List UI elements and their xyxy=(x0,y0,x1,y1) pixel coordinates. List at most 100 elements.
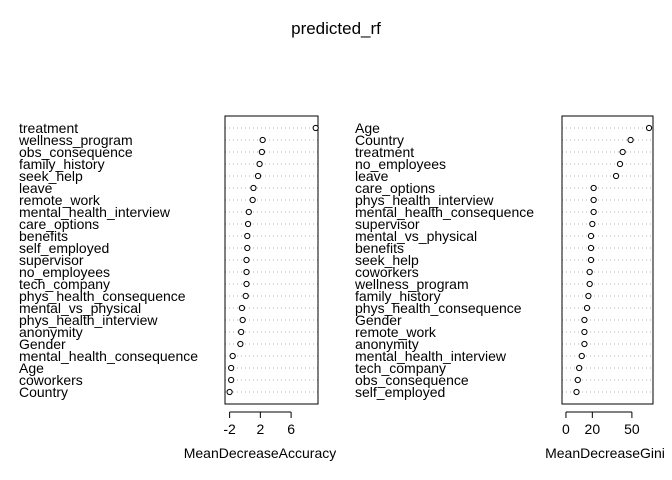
x-axis-label: MeanDecreaseGini xyxy=(545,445,665,461)
data-point xyxy=(244,232,251,240)
data-point xyxy=(254,172,262,180)
category-label: phys_health_consequence xyxy=(355,300,522,316)
category-label: family_history xyxy=(19,156,105,172)
category-label: phys_health_interview xyxy=(19,312,158,328)
category-label: Country xyxy=(19,384,68,400)
panel-mean-decrease-accuracy: treatmentwellness_programobs_consequence… xyxy=(18,115,337,461)
category-label: Gender xyxy=(19,336,66,352)
category-label: phys_health_interview xyxy=(355,192,494,208)
data-point xyxy=(587,256,595,264)
data-point xyxy=(581,340,588,348)
data-point xyxy=(259,136,266,144)
category-label: no_employees xyxy=(355,156,446,172)
category-label: care_options xyxy=(19,216,99,232)
data-point xyxy=(578,352,585,360)
category-label: mental_health_interview xyxy=(355,348,507,364)
category-label: treatment xyxy=(19,120,78,136)
data-point xyxy=(250,184,257,192)
plot-frame xyxy=(224,115,319,405)
category-label: obs_consequence xyxy=(355,372,469,388)
data-point xyxy=(229,352,236,360)
data-point xyxy=(587,244,595,252)
category-label: mental_health_consequence xyxy=(19,348,198,364)
category-label: anonymity xyxy=(19,324,83,340)
x-tick-label: 50 xyxy=(624,421,640,437)
category-label: supervisor xyxy=(355,216,420,232)
category-label: remote_work xyxy=(19,192,101,208)
category-label: coworkers xyxy=(19,372,83,388)
data-point xyxy=(585,292,592,300)
category-label: phys_health_consequence xyxy=(19,288,186,304)
x-tick-label: 20 xyxy=(585,421,601,437)
category-label: seek_help xyxy=(355,252,419,268)
data-point xyxy=(312,124,319,132)
category-label: no_employees xyxy=(19,264,110,280)
data-point xyxy=(243,256,250,264)
data-point xyxy=(619,148,626,156)
category-label: supervisor xyxy=(19,252,84,268)
x-tick-label: 6 xyxy=(287,421,295,437)
data-point xyxy=(583,304,591,312)
data-point xyxy=(586,280,593,288)
chart-title: predicted_rf xyxy=(291,19,381,38)
category-label: benefits xyxy=(19,228,68,244)
data-point xyxy=(574,376,581,384)
x-axis-label: MeanDecreaseAccuracy xyxy=(184,445,337,461)
data-point xyxy=(243,280,250,288)
data-point xyxy=(245,208,252,216)
panel-mean-decrease-gini: AgeCountrytreatmentno_employeesleavecare… xyxy=(354,115,665,461)
data-point xyxy=(586,268,593,276)
data-point xyxy=(590,184,597,192)
category-label: tech_company xyxy=(355,360,446,376)
category-label: Age xyxy=(355,120,380,136)
category-label: self_employed xyxy=(355,384,445,400)
category-label: anonymity xyxy=(355,336,419,352)
category-label: leave xyxy=(19,180,53,196)
category-label: leave xyxy=(355,168,389,184)
x-tick-label: 0 xyxy=(562,421,570,437)
data-point xyxy=(612,172,620,180)
category-label: self_employed xyxy=(19,240,109,256)
data-point xyxy=(573,388,580,396)
category-label: coworkers xyxy=(355,264,419,280)
data-point xyxy=(244,220,252,228)
category-label: wellness_program xyxy=(354,276,469,292)
x-tick-label: -2 xyxy=(223,421,236,437)
data-point xyxy=(243,268,250,276)
data-point xyxy=(590,196,597,204)
data-point xyxy=(616,160,624,168)
data-point xyxy=(237,340,244,348)
category-label: mental_health_interview xyxy=(19,204,171,220)
data-point xyxy=(239,316,246,324)
data-point xyxy=(238,328,245,336)
data-point xyxy=(256,160,263,168)
data-point xyxy=(244,244,251,252)
category-label: remote_work xyxy=(355,324,437,340)
x-tick-label: 2 xyxy=(256,421,264,437)
data-point xyxy=(226,388,233,396)
data-point xyxy=(581,316,588,324)
data-point xyxy=(576,364,583,372)
data-point xyxy=(590,208,597,216)
category-label: Country xyxy=(355,132,404,148)
data-point xyxy=(627,136,634,144)
data-point xyxy=(587,232,595,240)
data-point xyxy=(258,148,265,156)
category-label: mental_vs_physical xyxy=(355,228,477,244)
category-label: mental_health_consequence xyxy=(355,204,534,220)
data-point xyxy=(238,304,246,312)
category-label: family_history xyxy=(355,288,441,304)
category-label: care_options xyxy=(355,180,435,196)
category-label: seek_help xyxy=(19,168,83,184)
data-point xyxy=(581,328,588,336)
category-label: Gender xyxy=(355,312,402,328)
category-label: Age xyxy=(19,360,44,376)
category-label: wellness_program xyxy=(18,132,133,148)
data-point xyxy=(645,124,653,132)
category-label: obs_consequence xyxy=(19,144,133,160)
data-point xyxy=(589,220,596,228)
category-label: mental_vs_physical xyxy=(19,300,141,316)
data-point xyxy=(242,292,249,300)
data-point xyxy=(228,376,235,384)
